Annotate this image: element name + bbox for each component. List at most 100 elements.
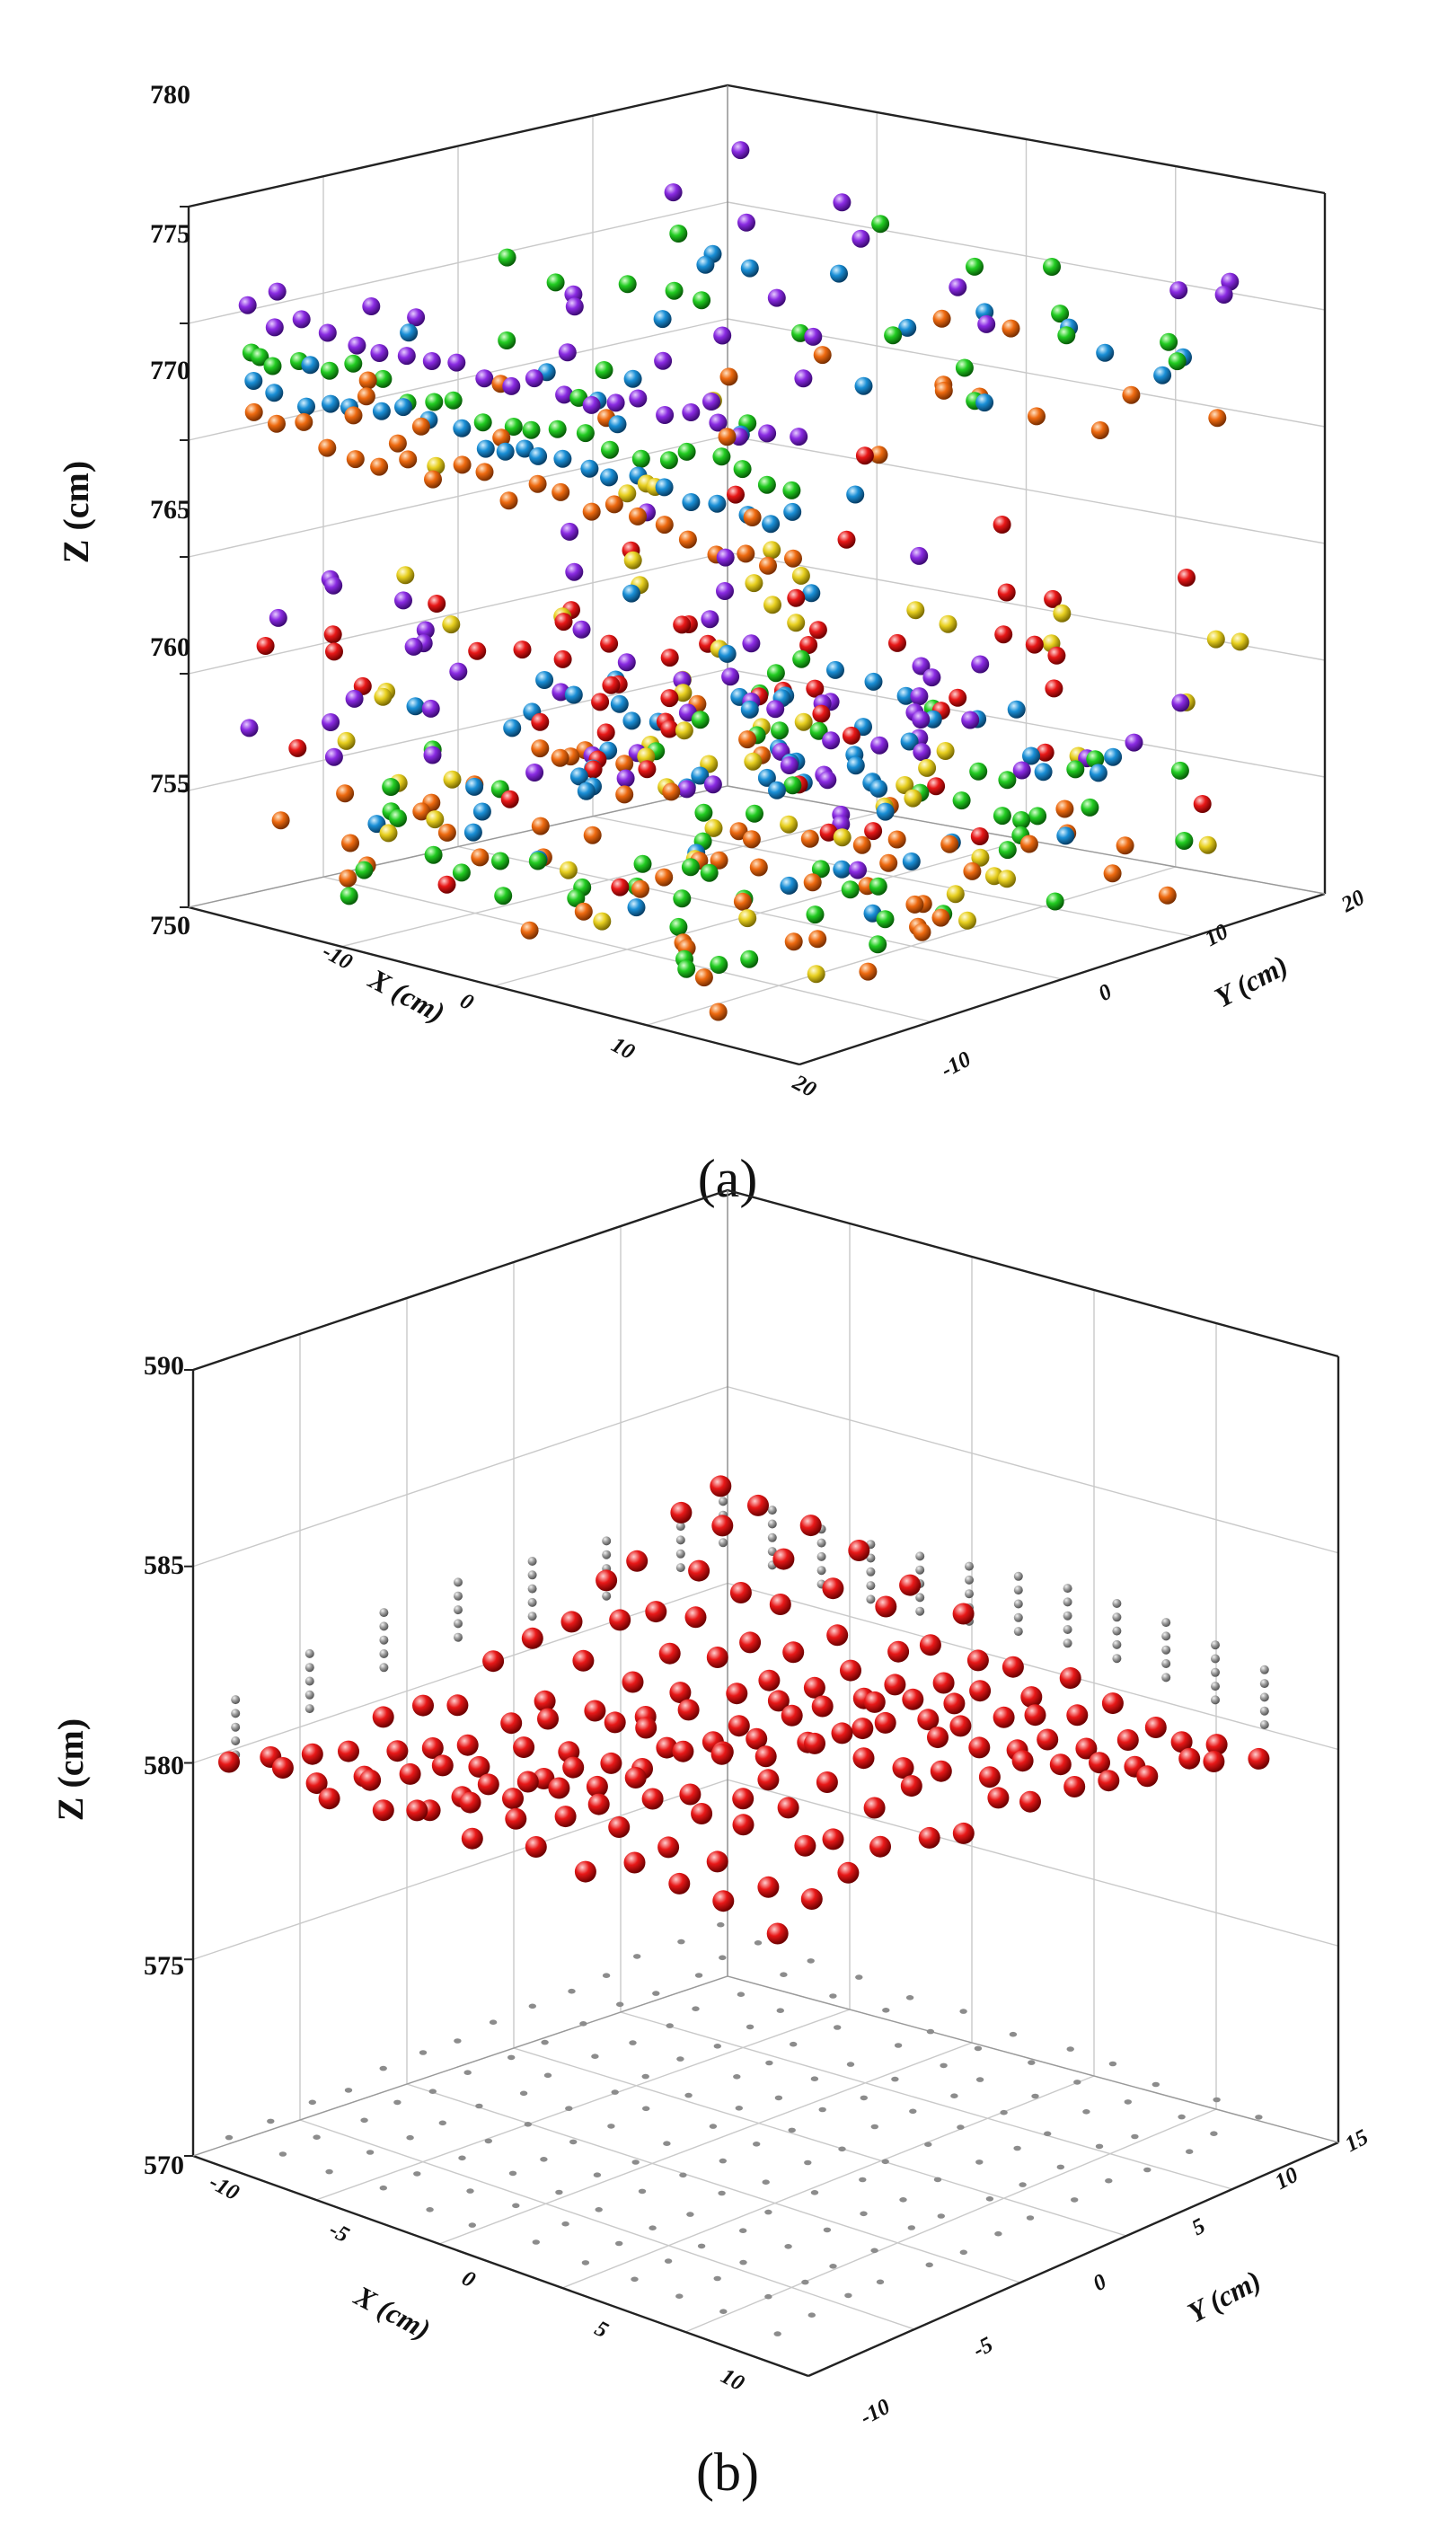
chart-a-point-layer-purple-top [682,403,701,421]
chart-b-floor-point [484,2138,492,2144]
chart-b-floor-point [466,2188,474,2194]
chart-a-point-block-blue [896,686,915,705]
chart-b-floor-point [694,1973,703,1978]
chart-a-point-block-yellow [675,721,693,740]
chart-b-surface-point [918,1826,940,1849]
chart-b-floor-point [807,2312,816,2318]
chart-a-point-block-blue [768,781,786,799]
chart-a-y-tick-20: 20 [1337,885,1369,917]
chart-a-point-block-red [256,637,275,655]
chart-b-floor-point [975,2159,984,2165]
chart-a-point-layer-purple-top [977,314,996,333]
chart-a-point-layer-green-top [1057,326,1076,345]
chart-a-z-tick-775: 775 [150,219,190,249]
chart-a-z-tick-765: 765 [150,495,190,525]
chart-b-surface-point [412,1694,434,1717]
chart-a-point-layer-blue-top [696,255,715,274]
chart-a-point-layer-blue-top [600,468,618,487]
chart-b-surface-point [875,1595,897,1618]
chart-b-wall-point [454,1619,463,1629]
chart-a-point-block-green [811,860,830,879]
chart-a-point-layer-purple-top [397,347,416,366]
chart-a-point-layer-blue-top [846,485,865,504]
chart-b-surface-point [781,1704,803,1727]
chart-a-point-block-purple [322,713,340,731]
chart-a-point-block-orange [784,932,803,951]
chart-b-surface-point [1020,1686,1043,1709]
chart-a-point-block-purple [449,662,468,681]
chart-b-y-ticks: -10 -5 0 5 10 15 [856,2125,1372,2431]
chart-b-floor-point [1013,2145,1021,2151]
chart-b-surface-point [884,1674,906,1696]
chart-b-surface-point [1037,1728,1059,1751]
chart-b-floor-point [519,2090,528,2097]
chart-b-floor-point [765,2060,773,2066]
chart-a-point-block-blue [503,719,522,737]
chart-a-point-block-purple [324,576,343,595]
chart-b-floor-point [1210,2131,1218,2136]
chart-b-surface-point [726,1683,748,1705]
chart-b-floor-point [1143,2167,1152,2173]
chart-b-surface-point [537,1708,559,1730]
chart-a-point-layer-orange-top [718,428,737,446]
chart-b-floor-point [468,2222,476,2228]
chart-a-point-block-red [437,875,456,894]
chart-b-z-tick-570: 570 [144,2151,184,2180]
chart-a-point-block-yellow [904,789,922,808]
chart-a-point-layer-blue-top [830,264,848,283]
chart-b-surface-point [892,1757,914,1780]
chart-b-surface-point [732,1788,754,1810]
chart-a-point-layer-orange-top [737,544,755,563]
chart-a-point-layer-orange-top [244,402,263,421]
chart-b-surface-point [521,1627,543,1649]
chart-a-point-block-green [1028,807,1047,826]
chart-b-surface-point [548,1777,570,1799]
chart-a-point-layer-purple-top [949,278,967,296]
chart-b-wall-point [675,1563,685,1573]
chart-a-point-layer-purple-top [664,183,683,202]
chart-b-floor-point [438,2120,446,2126]
chart-a-point-layer-purple-top [731,141,750,160]
chart-a-point-layer-orange-top [358,371,377,390]
chart-b-surface-point [732,1814,754,1836]
chart-a-point-layer-orange-top [411,417,430,436]
chart-b-surface-point [1089,1752,1110,1774]
chart-b-floor-point [909,2108,917,2115]
chart-a-point-block-blue [1089,764,1107,782]
chart-a-point-block-red [812,704,831,723]
chart-b-surface-point [477,1773,499,1796]
chart-a-point-block-blue [1104,747,1123,766]
chart-b-surface-point [978,1766,1001,1789]
chart-b-surface-point [338,1740,359,1762]
chart-b-wall-point [1013,1585,1023,1595]
chart-a-point-block-red [970,827,989,845]
chart-b-floor-point [1009,2031,1018,2037]
chart-a-point-layer-orange-top [528,474,547,493]
chart-a-point-layer-green-top [576,424,595,443]
chart-a-point-block-green [700,863,719,882]
chart-b-floor-point [713,2275,721,2282]
chart-b-surface-point [917,1709,940,1731]
chart-a-point-layer-green-top [677,442,696,461]
chart-b-wall-point [1211,1640,1220,1650]
chart-b-wall-point [1161,1645,1171,1655]
chart-b-wall-point [866,1553,876,1563]
chart-a-point-block-yellow [745,574,763,593]
chart-a-point-block-green [766,664,785,683]
chart-a-point-layer-green-top [884,326,903,345]
chart-b-floor-point [638,2188,647,2195]
chart-a-point-block-orange [551,748,569,767]
chart-a-point-block-purple [416,621,435,640]
chart-a-z-tick-780: 780 [150,80,190,110]
chart-b-surface-point [799,1515,822,1537]
chart-b-surface-point [822,1577,844,1600]
chart-b-floor-point [762,2179,770,2185]
chart-a-point-layer-purple-top [407,308,426,327]
chart-b-surface-point [1063,1776,1086,1797]
chart-b-surface-point [1116,1729,1139,1751]
chart-a-y-axis-line [799,892,1326,1066]
chart-b-floor-point [788,2127,796,2133]
chart-a-point-layer-purple-top [268,282,287,301]
chart-a-point-layer-blue-top [476,439,495,458]
chart-a-point-block-red [994,625,1013,644]
